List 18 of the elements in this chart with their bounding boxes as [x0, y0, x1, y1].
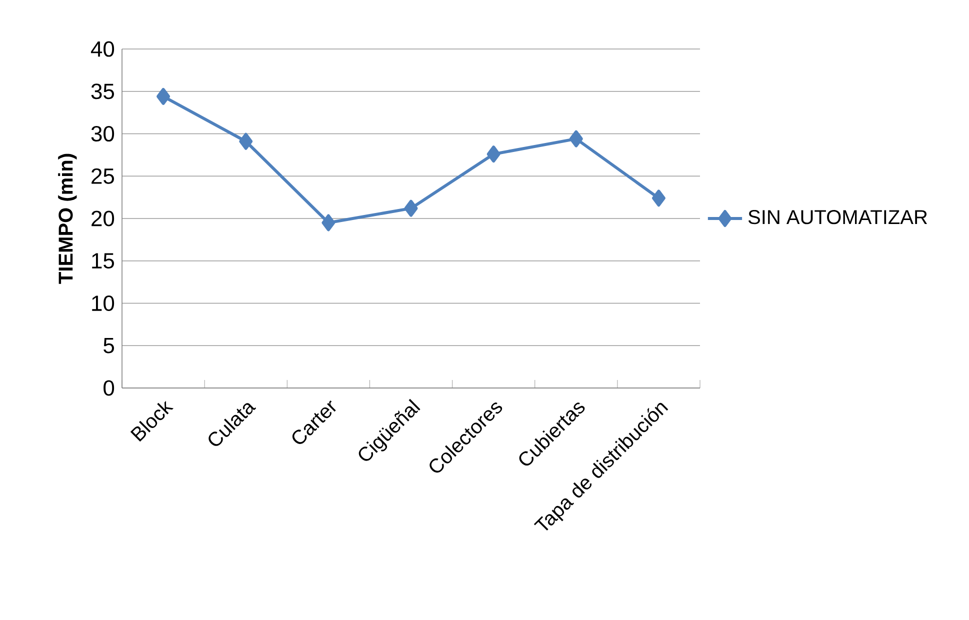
y-tick-label: 20	[92, 210, 114, 226]
point	[404, 200, 418, 217]
point	[486, 146, 500, 163]
y-tick-label: 35	[91, 84, 114, 100]
y-tick-label: 40	[90, 41, 114, 57]
point	[652, 190, 666, 207]
point	[569, 130, 583, 148]
y-tick-label: 30	[91, 126, 114, 142]
point	[156, 88, 170, 105]
point	[322, 214, 336, 232]
y-tick-label: 15	[92, 253, 114, 269]
point	[239, 132, 253, 150]
y-tick-label: 5	[104, 338, 114, 354]
y-tick-label: 10	[92, 295, 114, 312]
y-axis-title: TIEMPO (min)	[58, 154, 77, 284]
y-tick-label: 0	[104, 380, 114, 396]
legend-label: SIN AUTOMATIZAR	[748, 210, 928, 224]
y-tick-label: 25	[92, 168, 114, 184]
